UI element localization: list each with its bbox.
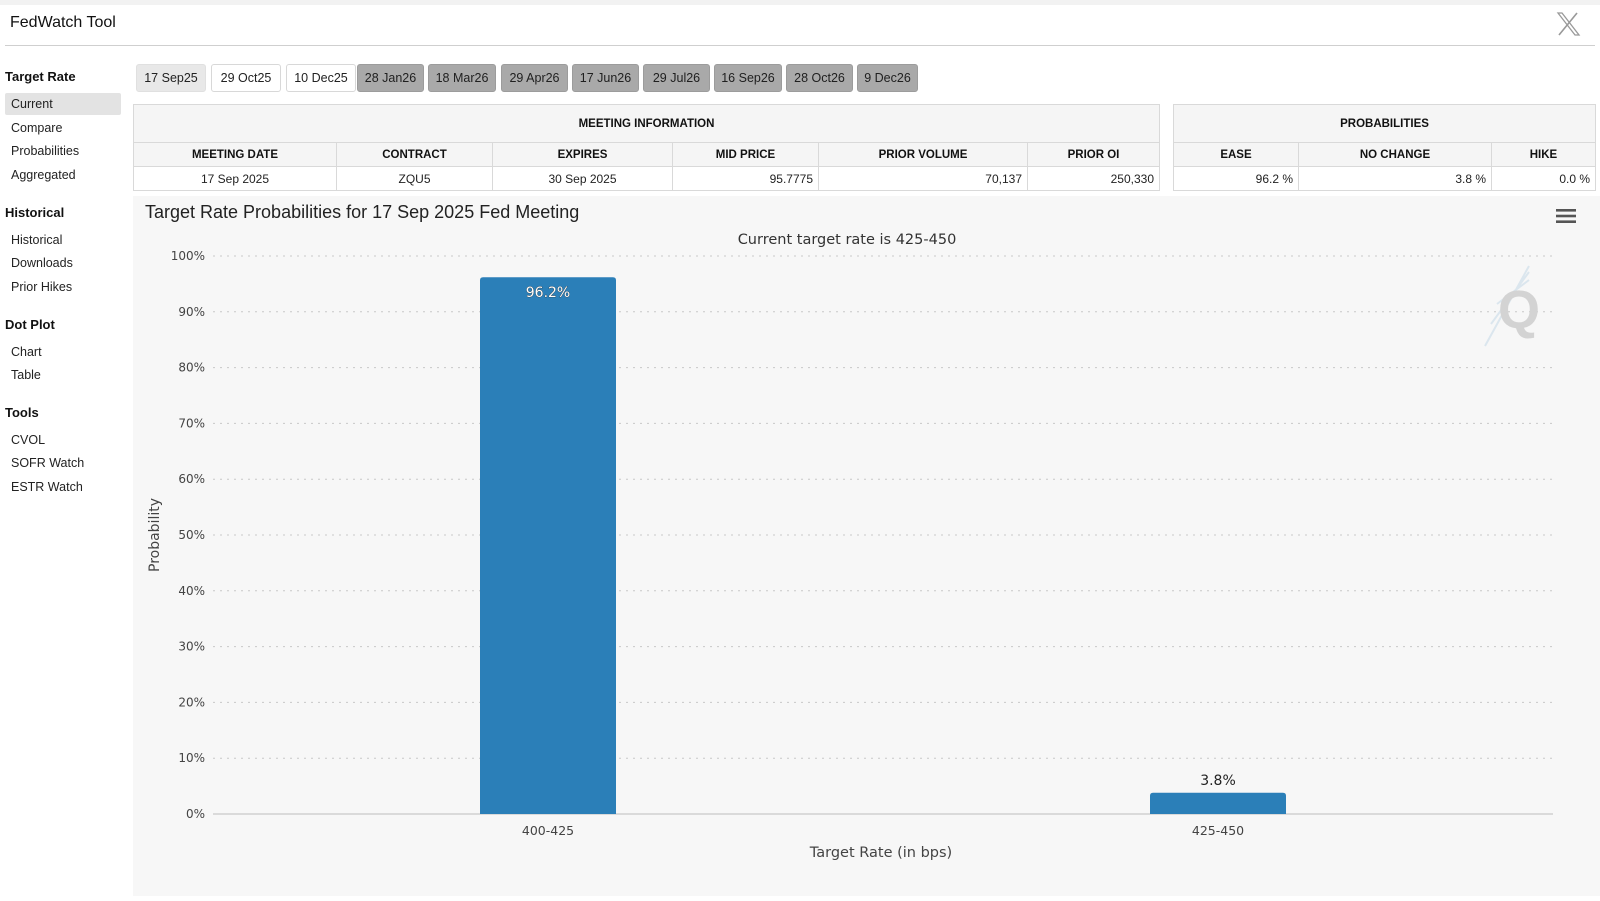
- tab-17-jun26[interactable]: 17 Jun26: [572, 64, 639, 92]
- cell-contract: ZQU5: [336, 166, 493, 191]
- tab-29-apr26[interactable]: 29 Apr26: [501, 64, 568, 92]
- y-tick-label: 70%: [178, 416, 205, 430]
- cell-hike: 0.0 %: [1491, 166, 1596, 191]
- probabilities-caption: PROBABILITIES: [1173, 104, 1596, 143]
- y-tick-label: 90%: [178, 305, 205, 319]
- y-tick-label: 40%: [178, 584, 205, 598]
- bar-400-425: [480, 277, 616, 815]
- meeting-info-table: MEETING INFORMATION MEETING DATE CONTRAC…: [133, 104, 1160, 191]
- watermark-logo: Q: [1498, 280, 1540, 340]
- col-contract: CONTRACT: [336, 142, 493, 167]
- y-tick-label: 60%: [178, 472, 205, 486]
- tab-17-sep25[interactable]: 17 Sep25: [136, 64, 206, 92]
- data-label: 3.8%: [1200, 773, 1236, 789]
- sidebar-item-compare[interactable]: Compare: [11, 121, 63, 135]
- sidebar-heading-historical: Historical: [5, 205, 65, 220]
- y-axis-label: Probability: [147, 498, 163, 572]
- y-tick-label: 100%: [171, 249, 205, 263]
- close-icon[interactable]: [1555, 11, 1581, 37]
- cell-no-change: 3.8 %: [1298, 166, 1492, 191]
- meeting-info-caption: MEETING INFORMATION: [133, 104, 1160, 143]
- table-row: 17 Sep 2025 ZQU5 30 Sep 2025 95.7775 70,…: [133, 166, 1160, 191]
- y-tick-label: 10%: [178, 751, 205, 765]
- table-row: 96.2 % 3.8 % 0.0 %: [1173, 166, 1596, 191]
- watermark-streaks: [1484, 265, 1530, 347]
- y-tick-label: 80%: [178, 361, 205, 375]
- sidebar-heading-tools: Tools: [5, 405, 39, 420]
- col-prior-oi: PRIOR OI: [1027, 142, 1160, 167]
- tab-28-jan26[interactable]: 28 Jan26: [357, 64, 424, 92]
- cell-expires: 30 Sep 2025: [492, 166, 673, 191]
- sidebar-item-current[interactable]: Current: [5, 93, 121, 115]
- probabilities-table: PROBABILITIES EASE NO CHANGE HIKE 96.2 %…: [1173, 104, 1596, 191]
- chart-panel: Current target rate is 425-450 0% 10% 20% 30…: [133, 196, 1600, 896]
- tab-9-dec26[interactable]: 9 Dec26: [857, 64, 918, 92]
- sidebar-heading-dot-plot: Dot Plot: [5, 317, 55, 332]
- tab-28-oct26[interactable]: 28 Oct26: [786, 64, 853, 92]
- app-title: FedWatch Tool: [10, 14, 116, 31]
- sidebar-item-sofr-watch[interactable]: SOFR Watch: [11, 456, 85, 470]
- tab-18-mar26[interactable]: 18 Mar26: [428, 64, 496, 92]
- sidebar-item-historical[interactable]: Historical: [11, 233, 63, 247]
- col-no-change: NO CHANGE: [1298, 142, 1492, 167]
- sidebar-item-prior-hikes[interactable]: Prior Hikes: [11, 280, 73, 294]
- col-ease: EASE: [1173, 142, 1299, 167]
- sidebar-heading-target-rate: Target Rate: [5, 69, 76, 84]
- cell-mid-price: 95.7775: [672, 166, 819, 191]
- tab-29-oct25[interactable]: 29 Oct25: [211, 64, 281, 92]
- y-tick-label: 20%: [178, 695, 205, 709]
- menu-icon[interactable]: [1556, 208, 1576, 224]
- bar-425-450: [1150, 792, 1286, 814]
- cell-ease: 96.2 %: [1173, 166, 1299, 191]
- app-header: FedWatch Tool: [5, 5, 1595, 46]
- col-expires: EXPIRES: [492, 142, 673, 167]
- sidebar-item-table[interactable]: Table: [11, 368, 41, 382]
- col-mid-price: MID PRICE: [672, 142, 819, 167]
- col-prior-volume: PRIOR VOLUME: [818, 142, 1028, 167]
- sidebar-item-cvol[interactable]: CVOL: [11, 433, 46, 447]
- y-tick-label: 0%: [186, 807, 205, 821]
- sidebar-item-chart[interactable]: Chart: [11, 345, 42, 359]
- y-tick-label: 50%: [178, 528, 205, 542]
- sidebar-item-aggregated[interactable]: Aggregated: [11, 168, 76, 182]
- data-label: 96.2%: [526, 285, 570, 301]
- tab-10-dec25[interactable]: 10 Dec25: [286, 64, 356, 92]
- cell-prior-oi: 250,330: [1027, 166, 1160, 191]
- x-axis-label: Target Rate (in bps): [809, 845, 952, 861]
- col-hike: HIKE: [1491, 142, 1596, 167]
- col-meeting-date: MEETING DATE: [133, 142, 337, 167]
- probability-chart: Current target rate is 425-450 0% 10% 20% 30…: [147, 232, 1553, 861]
- chart-title: Target Rate Probabilities for 17 Sep 202…: [145, 202, 580, 222]
- tab-29-jul26[interactable]: 29 Jul26: [643, 64, 710, 92]
- chart-subtitle: Current target rate is 425-450: [738, 232, 957, 248]
- y-tick-label: 30%: [178, 640, 205, 654]
- tab-16-sep26[interactable]: 16 Sep26: [714, 64, 782, 92]
- top-strip: [0, 0, 1600, 5]
- sidebar-item-downloads[interactable]: Downloads: [11, 256, 73, 270]
- x-tick-label: 425-450: [1192, 823, 1244, 838]
- cell-prior-volume: 70,137: [818, 166, 1028, 191]
- sidebar-item-estr-watch[interactable]: ESTR Watch: [11, 480, 83, 494]
- x-tick-label: 400-425: [522, 823, 574, 838]
- cell-meeting-date: 17 Sep 2025: [133, 166, 337, 191]
- sidebar-item-probabilities[interactable]: Probabilities: [11, 144, 80, 158]
